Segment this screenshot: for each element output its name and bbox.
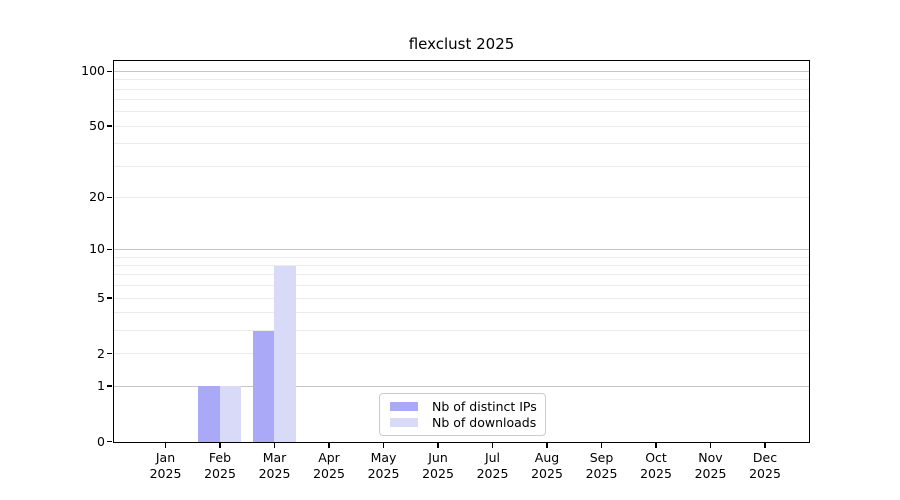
x-tick-label-jan: Jan 2025 [134, 450, 198, 482]
y-tick-mark [107, 70, 112, 72]
x-tick-year: 2025 [749, 466, 781, 481]
x-tick-label-mar: Mar 2025 [243, 450, 307, 482]
x-tick-month: Dec [752, 450, 778, 465]
x-tick-year: 2025 [531, 466, 563, 481]
major-gridline [114, 70, 809, 72]
y-tick-mark [107, 248, 112, 250]
legend-label: Nb of distinct IPs [432, 398, 537, 414]
bar-mar-ips [252, 330, 275, 442]
x-tick-month: Jun [428, 450, 448, 465]
minor-gridline [114, 297, 809, 299]
x-tick-year: 2025 [476, 466, 509, 481]
x-tick-mark [382, 443, 385, 448]
y-tick-label: 10 [89, 241, 105, 257]
y-tick-mark [107, 196, 112, 198]
bar-feb-downloads [219, 386, 242, 442]
x-tick-label-jun: Jun 2025 [406, 450, 470, 482]
x-tick-month: Jul [484, 450, 501, 465]
minor-gridline [114, 330, 809, 332]
x-tick-label-sep: Sep 2025 [570, 450, 634, 482]
minor-gridline [114, 285, 809, 287]
chart-title: flexclust 2025 [408, 35, 515, 53]
y-tick-label: 5 [97, 289, 105, 305]
x-tick-mark [437, 443, 439, 448]
x-tick-mark [491, 443, 494, 448]
x-tick-month: May [370, 450, 397, 465]
x-tick-mark [219, 443, 221, 448]
x-tick-mark [655, 443, 657, 448]
y-tick-mark [107, 385, 112, 387]
major-gridline [114, 385, 809, 387]
y-tick-mark [107, 125, 112, 127]
minor-gridline [114, 197, 809, 198]
x-tick-mark [328, 443, 330, 448]
y-tick-label: 0 [97, 433, 105, 449]
x-tick-month: Aug [534, 450, 560, 465]
y-tick-mark [107, 352, 112, 355]
legend-item: Nb of downloads [390, 415, 537, 432]
x-tick-mark [764, 443, 766, 448]
x-tick-label-nov: Nov 2025 [679, 450, 743, 482]
minor-gridline [114, 353, 809, 355]
minor-gridline [114, 111, 809, 113]
x-tick-label-feb: Feb 2025 [188, 450, 252, 482]
x-tick-month: Feb [208, 450, 232, 465]
major-gridline [114, 248, 809, 250]
x-tick-label-may: May 2025 [352, 450, 416, 482]
y-tick-mark [107, 297, 112, 299]
x-tick-month: Sep [589, 450, 614, 465]
x-tick-year: 2025 [367, 466, 400, 481]
x-tick-year: 2025 [258, 466, 291, 481]
y-tick-label: 100 [81, 63, 105, 79]
minor-gridline [114, 88, 809, 90]
x-tick-month: Apr [318, 450, 340, 465]
x-tick-year: 2025 [313, 466, 345, 481]
minor-gridline [114, 143, 809, 145]
x-tick-year: 2025 [694, 466, 727, 481]
legend-swatch-icon [390, 401, 418, 411]
legend-item: Nb of distinct IPs [390, 398, 537, 415]
x-tick-month: Jan [155, 450, 176, 465]
minor-gridline [114, 125, 809, 127]
x-tick-year: 2025 [204, 466, 236, 481]
y-tick-label: 1 [97, 378, 105, 394]
legend: Nb of distinct IPs Nb of downloads [379, 393, 546, 436]
x-tick-label-apr: Apr 2025 [297, 450, 361, 482]
minor-gridline [114, 265, 809, 267]
x-tick-mark [164, 443, 167, 448]
x-tick-mark [600, 443, 603, 448]
legend-swatch-icon [390, 418, 418, 428]
x-tick-month: Mar [262, 450, 287, 465]
bar-feb-ips [198, 386, 220, 442]
x-tick-year: 2025 [422, 466, 454, 481]
x-tick-label-oct: Oct 2025 [624, 450, 688, 482]
minor-gridline [114, 79, 809, 81]
minor-gridline [114, 256, 809, 258]
x-tick-label-aug: Aug 2025 [515, 450, 579, 482]
x-tick-label-dec: Dec 2025 [733, 450, 797, 482]
x-tick-year: 2025 [640, 466, 672, 481]
x-tick-year: 2025 [149, 466, 182, 481]
x-tick-year: 2025 [585, 466, 618, 481]
x-tick-month: Oct [645, 450, 667, 465]
minor-gridline [114, 165, 809, 167]
y-tick-label: 2 [97, 345, 105, 361]
plot-area [113, 60, 810, 443]
minor-gridline [114, 99, 809, 101]
x-tick-mark [273, 443, 276, 448]
y-tick-label: 50 [89, 118, 105, 134]
bar-mar-downloads [274, 265, 296, 442]
x-tick-mark [709, 443, 712, 448]
x-tick-label-jul: Jul 2025 [461, 450, 525, 482]
legend-label: Nb of downloads [432, 415, 537, 431]
x-tick-month: Nov [698, 450, 723, 465]
minor-gridline [114, 274, 809, 276]
minor-gridline [114, 312, 809, 314]
x-tick-mark [546, 443, 548, 448]
y-tick-mark [107, 441, 112, 443]
y-tick-label: 20 [89, 189, 105, 205]
